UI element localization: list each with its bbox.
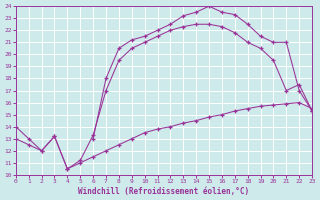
X-axis label: Windchill (Refroidissement éolien,°C): Windchill (Refroidissement éolien,°C) (78, 187, 250, 196)
